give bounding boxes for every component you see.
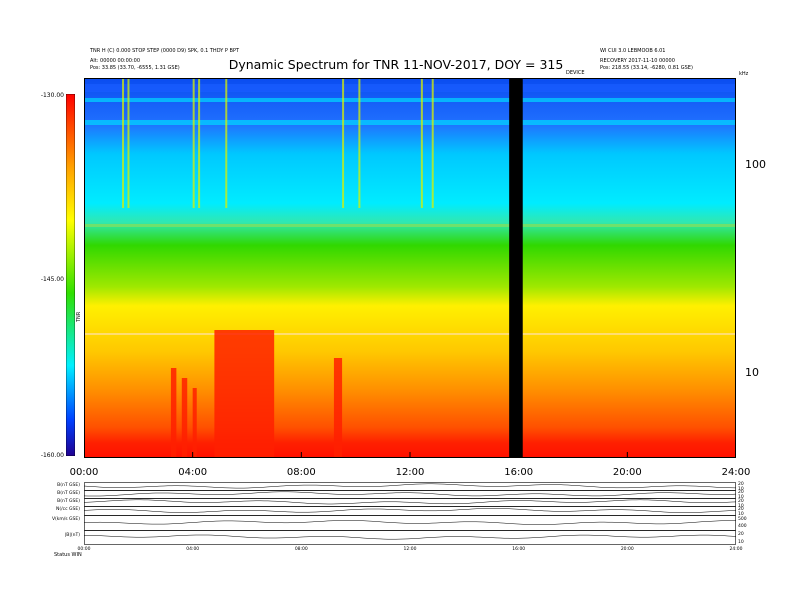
panel4-right-tick-b: 10 bbox=[738, 512, 744, 517]
chart-title: Dynamic Spectrum for TNR 11-NOV-2017, DO… bbox=[228, 57, 564, 72]
panel3-right-tick-a: 20 bbox=[738, 499, 744, 504]
red-burst-5 bbox=[333, 358, 343, 458]
header-right-line-2: RECOVERY 2017-11-10 00000 bbox=[600, 58, 675, 64]
panel1-right-tick-a: 20 bbox=[738, 482, 744, 487]
yellow-streak-1 bbox=[122, 78, 125, 208]
panel-frame-1 bbox=[84, 482, 736, 491]
header-left-line-2: Alt: 00000 00:00:00 bbox=[90, 58, 140, 64]
y-tick-10: 10 bbox=[745, 366, 759, 379]
x-tick-3: 12:00 bbox=[395, 467, 425, 478]
panel-frame-6 bbox=[84, 530, 736, 545]
colorbar bbox=[66, 94, 75, 456]
spectrum-line-green bbox=[84, 224, 736, 227]
x-tick-1: 04:00 bbox=[178, 467, 208, 478]
bottom-x-tick-2: 08:00 bbox=[294, 547, 308, 552]
red-burst-1 bbox=[170, 368, 177, 458]
yellow-streak-4 bbox=[198, 78, 201, 208]
panel-trace-1 bbox=[84, 483, 736, 489]
panel6-right-tick-a: 20 bbox=[738, 532, 744, 537]
panel-label-6: |B|(nT) bbox=[64, 533, 80, 538]
yellow-streak-9 bbox=[431, 78, 434, 208]
yellow-streak-5 bbox=[225, 78, 228, 208]
red-burst-3 bbox=[192, 388, 197, 458]
x-tick-4: 16:00 bbox=[504, 467, 534, 478]
panel3-right-tick-b: 10 bbox=[738, 504, 744, 509]
panel-label-4: N(/cc GSE) bbox=[56, 507, 80, 512]
panel1-right-tick-b: 10 bbox=[738, 487, 744, 492]
colorbar-label: TNR bbox=[76, 311, 82, 322]
panel-label-1: B(nT GSE) bbox=[57, 483, 80, 488]
header-right-line-3: Pos: 218.55 (33.14, -6280, 0.81 GSE) bbox=[600, 65, 693, 71]
bottom-x-tick-4: 16:00 bbox=[512, 547, 526, 552]
x-tick-2: 08:00 bbox=[286, 467, 316, 478]
bottom-x-tick-1: 04:00 bbox=[186, 547, 200, 552]
yellow-streak-8 bbox=[420, 78, 423, 208]
panel-trace-6 bbox=[84, 534, 736, 540]
spectrum-band-cyan-line-2 bbox=[84, 120, 736, 125]
spectrum-band-blue-top bbox=[84, 84, 736, 92]
header-left-line-3: Pos: 33.85 (33.70, -6555, 1.31 GSE) bbox=[90, 65, 180, 71]
bottom-x-tick-6: 24:00 bbox=[729, 547, 743, 552]
bottom-x-tick-5: 20:00 bbox=[620, 547, 634, 552]
panel4-right-tick-a: 20 bbox=[738, 507, 744, 512]
spectrum-band-cyan-line-1 bbox=[84, 98, 736, 102]
panel-trace-2 bbox=[84, 491, 736, 497]
header-left-line-1: TNR H (C) 0.000 STOP STEP (0000 D9) SPK,… bbox=[90, 48, 240, 54]
x-tick-5: 20:00 bbox=[612, 467, 642, 478]
dynamic-spectrum-plot bbox=[84, 78, 736, 458]
y-tick-100: 100 bbox=[745, 158, 766, 171]
y-axis-unit-label: kHz bbox=[739, 71, 749, 77]
x-tick-6: 24:00 bbox=[721, 467, 751, 478]
data-gap-bar bbox=[509, 78, 523, 458]
header-right-line-1: WI CUI 3.0 LEBMOOB 6.01 bbox=[600, 48, 666, 54]
panel2-right-tick-b: 10 bbox=[738, 495, 744, 500]
yellow-streak-3 bbox=[192, 78, 195, 208]
status-footer-label: Status WIN bbox=[54, 552, 82, 558]
data-gap-label: DEVICE bbox=[566, 70, 585, 76]
spectrum-line-faint bbox=[84, 333, 736, 335]
panel5-right-tick-a: 500 bbox=[738, 517, 747, 522]
panel-label-5: V(km/s GSE) bbox=[51, 517, 80, 522]
panel-trace-4 bbox=[84, 508, 736, 513]
yellow-streak-6 bbox=[342, 78, 345, 208]
panel-trace-5 bbox=[84, 520, 736, 525]
colorbar-tick-bottom: -160.00 bbox=[40, 452, 64, 459]
panel5-right-tick-b: 400 bbox=[738, 524, 747, 529]
colorbar-tick-top: -130.00 bbox=[40, 92, 64, 99]
red-burst-4 bbox=[214, 330, 275, 458]
panel2-right-tick-a: 20 bbox=[738, 490, 744, 495]
colorbar-tick-mid: -145.00 bbox=[40, 276, 64, 283]
bottom-x-tick-0: 00:00 bbox=[77, 547, 91, 552]
solar-wind-panels bbox=[84, 482, 736, 545]
yellow-streak-2 bbox=[127, 78, 130, 208]
yellow-streak-7 bbox=[358, 78, 361, 208]
panel-label-3: B(nT GSE) bbox=[57, 499, 80, 504]
bottom-x-tick-3: 12:00 bbox=[403, 547, 417, 552]
panel-frame-4 bbox=[84, 506, 736, 516]
x-tick-0: 00:00 bbox=[69, 467, 99, 478]
red-burst-2 bbox=[181, 378, 188, 458]
panel-trace-3 bbox=[84, 499, 736, 505]
panel-frame-2 bbox=[84, 490, 736, 499]
panel6-right-tick-b: 10 bbox=[738, 540, 744, 545]
panel-label-2: B(nT GSE) bbox=[57, 491, 80, 496]
